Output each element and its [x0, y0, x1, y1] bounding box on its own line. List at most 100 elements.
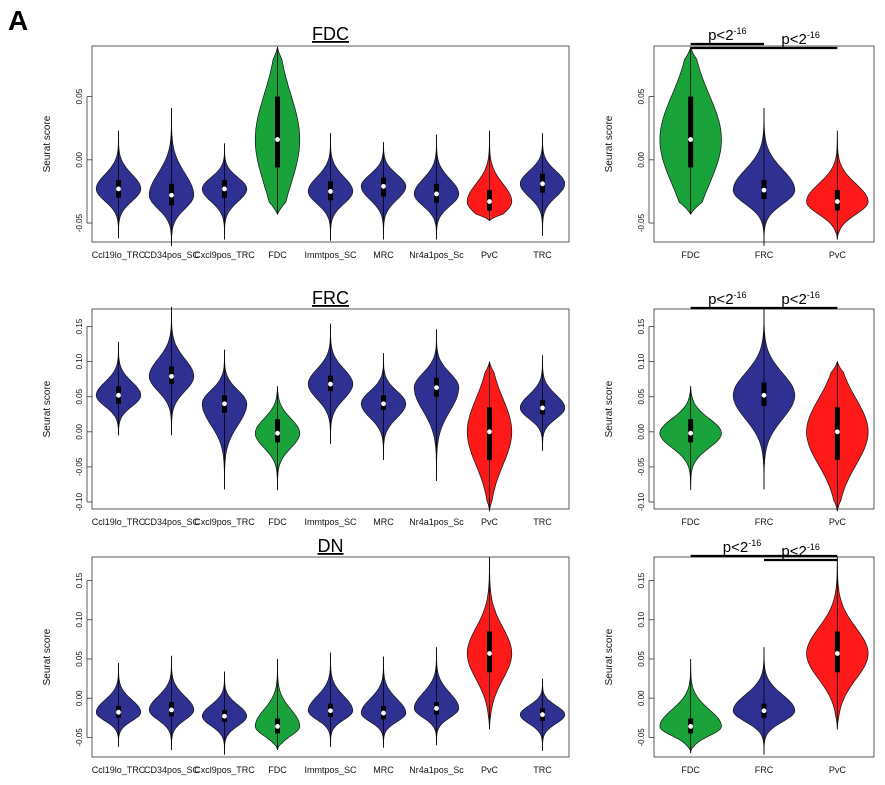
- p-value-label: p<2-16: [708, 290, 746, 308]
- x-tick-label: PvC: [481, 250, 499, 260]
- chart-title: DN: [318, 536, 344, 556]
- violin-median: [487, 199, 492, 204]
- chart-row3-left: -0.05 0.00 0.05 0.10 0.15 Seurat score DN Ccl19…: [42, 536, 570, 775]
- y-tick-label: -0.05: [75, 728, 84, 747]
- y-tick-label: 0.10: [637, 353, 646, 369]
- violin-median: [761, 392, 767, 398]
- violin-median: [328, 189, 333, 194]
- violin-median: [688, 137, 694, 142]
- x-tick-label: Ccl19lo_TRC: [92, 250, 146, 260]
- violin-median: [169, 373, 174, 379]
- x-tick-label: TRC: [533, 250, 552, 260]
- violin-median: [381, 710, 386, 716]
- y-axis-label: Seurat score: [604, 115, 615, 172]
- y-tick-label: 0.05: [75, 88, 84, 104]
- x-tick-label: CD34pos_SC: [144, 250, 200, 260]
- x-tick-label: FDC: [681, 517, 700, 527]
- violin-median: [275, 137, 280, 142]
- y-axis-label: Seurat score: [42, 380, 53, 437]
- violin-median: [116, 186, 121, 192]
- violin-median: [834, 651, 840, 656]
- x-tick-label: Cxcl9pos_TRC: [194, 250, 255, 260]
- violin-median: [222, 186, 227, 192]
- y-tick-label: 0.05: [637, 651, 646, 667]
- x-tick-label: MRC: [373, 250, 394, 260]
- x-tick-label: Cxcl9pos_TRC: [194, 765, 255, 775]
- y-tick-label: 0.00: [637, 423, 646, 439]
- x-tick-label: FRC: [755, 765, 774, 775]
- x-tick-label: CD34pos_SC: [144, 517, 200, 527]
- y-tick-label: 0.10: [637, 611, 646, 627]
- y-tick-label: -0.10: [637, 492, 646, 511]
- y-tick-label: 0.00: [637, 690, 646, 706]
- violin-median: [540, 712, 545, 718]
- violin-median: [434, 385, 439, 390]
- x-tick-label: MRC: [373, 517, 394, 527]
- x-tick-label: TRC: [533, 765, 552, 775]
- x-tick-label: FRC: [755, 250, 774, 260]
- y-tick-label: 0.05: [75, 651, 84, 667]
- p-value-label: p<2-16: [781, 290, 819, 308]
- x-tick-label: Ccl19lo_TRC: [92, 765, 146, 775]
- x-tick-label: FDC: [681, 250, 700, 260]
- y-tick-label: 0.10: [75, 353, 84, 369]
- y-tick-label: 0.15: [75, 318, 84, 334]
- violin-median: [487, 651, 492, 656]
- violin-median: [169, 707, 174, 713]
- x-tick-label: Cxcl9pos_TRC: [194, 517, 255, 527]
- violin-median: [761, 187, 767, 193]
- violin-median: [222, 401, 227, 407]
- x-tick-label: Ccl19lo_TRC: [92, 517, 146, 527]
- x-tick-label: FRC: [755, 517, 774, 527]
- x-tick-label: PvC: [481, 517, 499, 527]
- y-tick-label: -0.10: [75, 492, 84, 511]
- x-tick-label: MRC: [373, 765, 394, 775]
- y-tick-label: 0.00: [637, 151, 646, 167]
- x-tick-label: PvC: [829, 765, 847, 775]
- violin-median: [540, 181, 545, 187]
- violin-median: [381, 183, 386, 189]
- x-tick-label: PvC: [829, 250, 847, 260]
- violin-box: [688, 419, 694, 443]
- violin-median: [834, 199, 840, 204]
- x-tick-label: FDC: [681, 765, 700, 775]
- y-axis-label: Seurat score: [604, 380, 615, 437]
- y-tick-label: 0.10: [75, 611, 84, 627]
- violin-box: [275, 96, 280, 168]
- p-value-label: p<2-16: [781, 542, 819, 560]
- chart-row1-right: -0.05 0.00 0.05 Seurat score FDC FRC PvC p<2-16…: [604, 26, 875, 260]
- p-value-label: p<2-16: [708, 26, 746, 44]
- y-tick-label: -0.05: [75, 213, 84, 232]
- p-value-label: p<2-16: [723, 538, 761, 556]
- x-tick-label: Nr4a1pos_Sc: [409, 765, 464, 775]
- violin-median: [487, 429, 492, 435]
- x-tick-label: Immtpos_SC: [304, 517, 357, 527]
- y-tick-label: 0.15: [75, 572, 84, 588]
- y-tick-label: 0.00: [75, 690, 84, 706]
- y-tick-label: 0.05: [637, 388, 646, 404]
- violin-median: [434, 705, 439, 711]
- y-axis-label: Seurat score: [42, 115, 53, 172]
- chart-title: FRC: [312, 288, 349, 308]
- violin-median: [275, 724, 280, 729]
- violin-median: [834, 429, 840, 435]
- violin-median: [328, 708, 333, 714]
- violin-median: [222, 713, 227, 719]
- chart-title: FDC: [312, 24, 349, 44]
- violin-median: [381, 401, 386, 407]
- violin-median: [761, 708, 767, 714]
- violin-median: [116, 709, 121, 715]
- x-tick-label: FDC: [268, 517, 287, 527]
- x-tick-label: PvC: [829, 517, 847, 527]
- x-tick-label: Immtpos_SC: [304, 250, 357, 260]
- y-axis-label: Seurat score: [604, 628, 615, 685]
- x-tick-label: TRC: [533, 517, 552, 527]
- violin-median: [688, 724, 694, 729]
- x-tick-label: PvC: [481, 765, 499, 775]
- x-tick-label: Nr4a1pos_Sc: [409, 517, 464, 527]
- violin-median: [116, 392, 121, 398]
- violin-box: [688, 96, 694, 168]
- plot-frame: [91, 45, 570, 243]
